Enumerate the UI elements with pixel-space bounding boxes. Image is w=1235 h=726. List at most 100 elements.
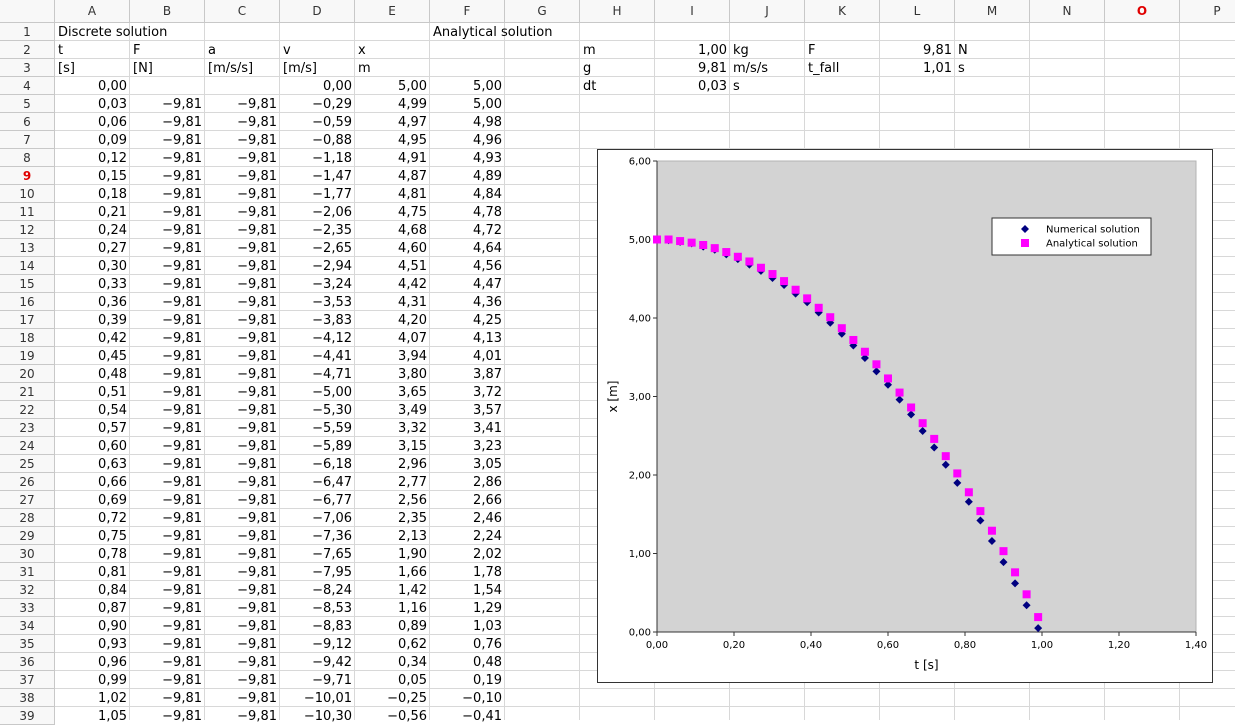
- cell[interactable]: −0,88: [312, 133, 352, 148]
- cell[interactable]: 4,36: [473, 295, 502, 310]
- cell[interactable]: −7,06: [312, 511, 352, 526]
- cell[interactable]: −9,81: [237, 691, 277, 706]
- row-header[interactable]: 31: [0, 563, 55, 581]
- cell[interactable]: 0,81: [98, 565, 127, 580]
- cell[interactable]: −9,81: [162, 493, 202, 508]
- cell[interactable]: t_fall: [808, 61, 840, 76]
- cell[interactable]: 0,21: [98, 205, 127, 220]
- row-header[interactable]: 13: [0, 239, 55, 257]
- cell[interactable]: 4,75: [398, 205, 427, 220]
- row-header[interactable]: 27: [0, 491, 55, 509]
- cell[interactable]: F: [133, 43, 141, 58]
- cell[interactable]: 3,32: [398, 421, 427, 436]
- row-header[interactable]: 39: [0, 707, 55, 725]
- row-header[interactable]: 19: [0, 347, 55, 365]
- cell[interactable]: −9,81: [237, 583, 277, 598]
- cell[interactable]: 4,25: [473, 313, 502, 328]
- cell[interactable]: 4,31: [398, 295, 427, 310]
- cell[interactable]: −9,81: [237, 457, 277, 472]
- cell[interactable]: −9,81: [237, 277, 277, 292]
- cell[interactable]: 4,96: [473, 133, 502, 148]
- cell[interactable]: −1,18: [312, 151, 352, 166]
- cell[interactable]: kg: [733, 43, 749, 58]
- cell[interactable]: 0,19: [473, 673, 502, 688]
- cell[interactable]: −9,81: [162, 601, 202, 616]
- row-header[interactable]: 22: [0, 401, 55, 419]
- cell[interactable]: −9,81: [162, 259, 202, 274]
- row-header[interactable]: 4: [0, 77, 55, 95]
- cell[interactable]: −5,00: [312, 385, 352, 400]
- cell[interactable]: −9,81: [162, 349, 202, 364]
- cell[interactable]: −9,81: [237, 529, 277, 544]
- cell[interactable]: 3,49: [398, 403, 427, 418]
- cell[interactable]: 0,42: [98, 331, 127, 346]
- cell[interactable]: 5,00: [473, 79, 502, 94]
- column-header[interactable]: B: [130, 0, 205, 23]
- column-header[interactable]: P: [1180, 0, 1235, 23]
- row-header[interactable]: 6: [0, 113, 55, 131]
- cell[interactable]: −9,81: [237, 673, 277, 688]
- cell[interactable]: Discrete solution: [58, 25, 168, 40]
- cell[interactable]: −9,81: [237, 637, 277, 652]
- cell[interactable]: −9,81: [162, 655, 202, 670]
- cell[interactable]: 4,42: [398, 277, 427, 292]
- row-header[interactable]: 9: [0, 167, 55, 185]
- cell[interactable]: 4,84: [473, 187, 502, 202]
- cell[interactable]: 0,57: [98, 421, 127, 436]
- cell[interactable]: 4,64: [473, 241, 502, 256]
- cell[interactable]: 2,86: [473, 475, 502, 490]
- cell[interactable]: −5,30: [312, 403, 352, 418]
- row-header[interactable]: 23: [0, 419, 55, 437]
- cell[interactable]: −9,81: [162, 403, 202, 418]
- cell[interactable]: 9,81: [923, 43, 952, 58]
- column-header[interactable]: M: [955, 0, 1030, 23]
- cell[interactable]: −0,59: [312, 115, 352, 130]
- cell[interactable]: 4,97: [398, 115, 427, 130]
- cell[interactable]: a: [208, 43, 216, 58]
- cell[interactable]: −9,81: [162, 367, 202, 382]
- cell[interactable]: 0,99: [98, 673, 127, 688]
- cell[interactable]: 3,65: [398, 385, 427, 400]
- cell[interactable]: 0,30: [98, 259, 127, 274]
- cell[interactable]: −7,95: [312, 565, 352, 580]
- cell[interactable]: −7,36: [312, 529, 352, 544]
- cell[interactable]: 4,47: [473, 277, 502, 292]
- cell[interactable]: −9,81: [237, 349, 277, 364]
- cell[interactable]: −9,81: [162, 583, 202, 598]
- cell[interactable]: −9,81: [162, 277, 202, 292]
- cell[interactable]: 1,02: [98, 691, 127, 706]
- cell[interactable]: 2,66: [473, 493, 502, 508]
- cell[interactable]: 0,03: [698, 79, 727, 94]
- cell[interactable]: −0,56: [387, 709, 427, 724]
- row-header[interactable]: 37: [0, 671, 55, 689]
- cell[interactable]: −9,81: [162, 673, 202, 688]
- cell[interactable]: 4,89: [473, 169, 502, 184]
- cell[interactable]: 4,93: [473, 151, 502, 166]
- cell[interactable]: 0,72: [98, 511, 127, 526]
- cell[interactable]: 4,60: [398, 241, 427, 256]
- cell[interactable]: −9,81: [162, 619, 202, 634]
- row-header[interactable]: 29: [0, 527, 55, 545]
- cell[interactable]: −9,81: [162, 529, 202, 544]
- cell[interactable]: 5,00: [398, 79, 427, 94]
- cell[interactable]: [m/s/s]: [208, 61, 254, 76]
- cell[interactable]: 0,34: [398, 655, 427, 670]
- row-header[interactable]: 34: [0, 617, 55, 635]
- cell[interactable]: −0,41: [462, 709, 502, 724]
- row-header[interactable]: 14: [0, 257, 55, 275]
- cell[interactable]: 0,12: [98, 151, 127, 166]
- row-header[interactable]: 24: [0, 437, 55, 455]
- cell[interactable]: 4,68: [398, 223, 427, 238]
- corner[interactable]: [0, 0, 55, 23]
- cell[interactable]: −9,81: [162, 169, 202, 184]
- cell[interactable]: 4,91: [398, 151, 427, 166]
- cell[interactable]: s: [958, 61, 965, 76]
- row-header[interactable]: 36: [0, 653, 55, 671]
- column-header[interactable]: G: [505, 0, 580, 23]
- cell[interactable]: 1,01: [923, 61, 952, 76]
- row-header[interactable]: 1: [0, 23, 55, 41]
- row-header[interactable]: 8: [0, 149, 55, 167]
- cell[interactable]: −9,81: [237, 313, 277, 328]
- cell[interactable]: 4,51: [398, 259, 427, 274]
- cell[interactable]: −9,81: [162, 439, 202, 454]
